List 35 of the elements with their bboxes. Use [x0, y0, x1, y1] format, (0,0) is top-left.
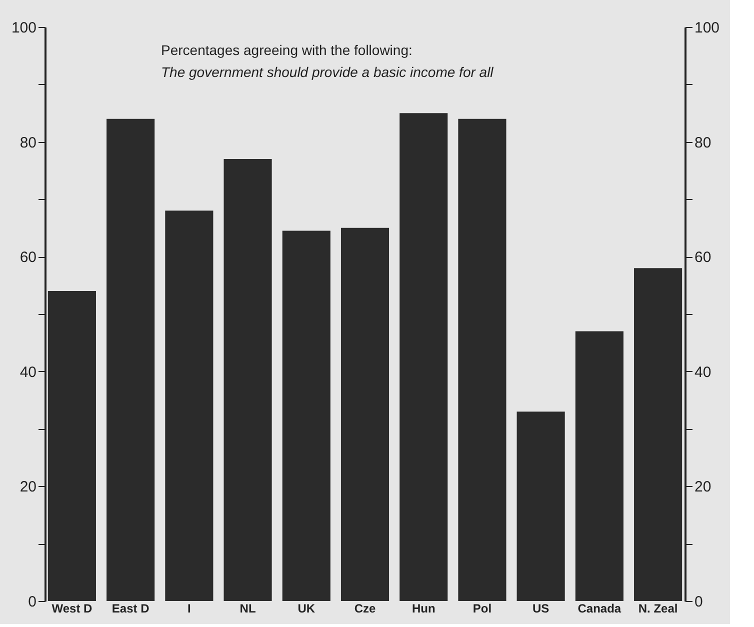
- bar: [340, 228, 390, 601]
- x-tick-label: Cze: [354, 602, 376, 616]
- x-tick-label: US: [532, 602, 550, 616]
- annotation: Percentages agreeing with the following:: [161, 42, 412, 58]
- x-tick-label: Hun: [412, 602, 436, 616]
- y2-tick-label: 20: [694, 478, 712, 496]
- x-tick-label: I: [188, 602, 191, 616]
- x-tick-label: NL: [240, 602, 256, 616]
- bar: [106, 118, 155, 601]
- y2-tick-label: 60: [694, 249, 712, 266]
- bar: [400, 113, 448, 601]
- bar: [575, 331, 624, 601]
- bar: [458, 118, 506, 601]
- x-tick-label: Pol: [472, 602, 492, 616]
- bar: [282, 230, 330, 601]
- y2-tick-label: 100: [694, 20, 720, 36]
- bar: [516, 412, 565, 601]
- x-tick-label: UK: [298, 602, 316, 616]
- y2-tick-label: 80: [694, 134, 712, 152]
- x-tick-label: East D: [112, 602, 150, 616]
- y2-tick-label: 40: [694, 364, 712, 381]
- x-tick-label: West D: [52, 602, 93, 616]
- y-tick-label: 100: [11, 20, 36, 36]
- bar: [224, 159, 272, 601]
- y2-tick-label: 0: [694, 594, 703, 610]
- x-tick-label: Canada: [578, 602, 622, 616]
- annotation: The government should provide a basic income for all: [161, 64, 494, 80]
- y-tick-label: 60: [20, 249, 36, 266]
- y-tick-label: 80: [20, 134, 36, 152]
- x-tick-label: N. Zeal: [638, 602, 678, 616]
- y-tick-label: 20: [20, 478, 36, 496]
- bar: [165, 210, 214, 601]
- y-tick-label: 40: [20, 364, 36, 381]
- y-tick-label: 0: [28, 594, 36, 610]
- bar: [634, 268, 682, 601]
